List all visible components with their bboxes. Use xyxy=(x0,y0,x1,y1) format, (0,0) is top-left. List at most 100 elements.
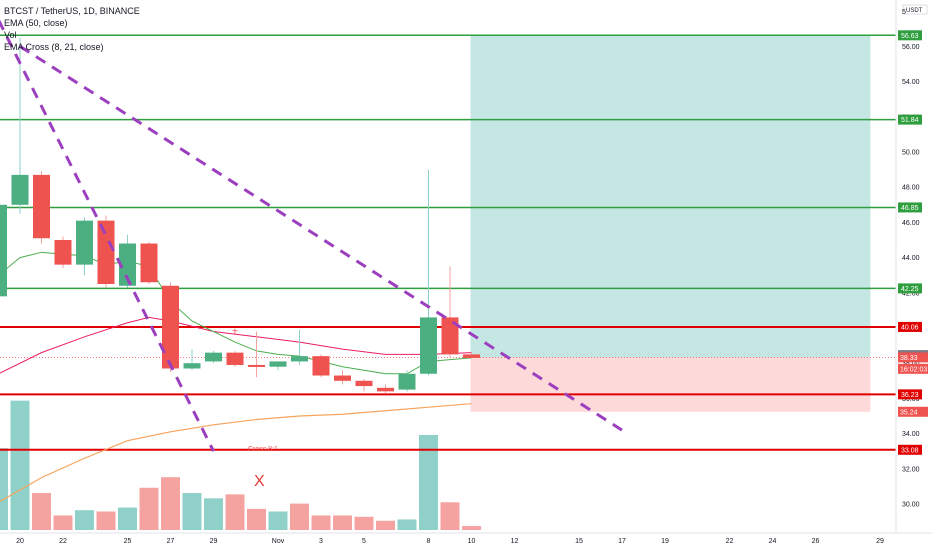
price-tick-label: 54.00 xyxy=(902,79,920,86)
level-price-tag xyxy=(898,114,922,125)
time-tick-label: 15 xyxy=(575,538,583,545)
price-axis[interactable]: USDT 5 xyxy=(895,0,928,533)
volume-bar xyxy=(462,526,481,530)
volume-bar xyxy=(376,520,395,530)
volume-bar xyxy=(75,510,94,530)
volume-bar xyxy=(118,507,137,530)
grid: 30.0032.0034.0036.0038.0040.0042.0044.00… xyxy=(902,44,920,509)
volume-bar xyxy=(182,493,202,530)
level-price-tag xyxy=(898,389,922,400)
volume-bar xyxy=(247,508,266,530)
target-zone[interactable] xyxy=(470,35,871,358)
level-price-tag xyxy=(898,202,922,213)
time-tick-label: 26 xyxy=(812,538,820,545)
ema-cross-label: Cross 8:1 xyxy=(248,446,278,453)
level-price-label: 36.23 xyxy=(901,392,919,399)
price-tag-label: 38.33 xyxy=(900,355,918,362)
candle-body xyxy=(33,174,50,239)
volume-bar xyxy=(397,519,417,530)
annotations: Cross 8:1 X + xyxy=(232,327,278,490)
volume-bar xyxy=(419,434,438,530)
price-tick-label: 36.00 xyxy=(902,396,920,403)
time-tick-label: 8 xyxy=(427,538,431,545)
candle-body xyxy=(355,380,373,387)
time-tick-label: 12 xyxy=(511,538,519,545)
trendline[interactable] xyxy=(0,19,215,452)
price-tick-label: 50.00 xyxy=(902,150,920,157)
level-price-label: 42.25 xyxy=(901,286,919,293)
candle-body xyxy=(119,243,136,286)
volume-bar xyxy=(204,498,223,530)
price-tag-label: 16:02:03 xyxy=(900,366,927,373)
time-tick-label: 20 xyxy=(16,538,24,545)
time-tick-label: 22 xyxy=(726,538,734,545)
candle-body xyxy=(248,364,265,367)
ema-cross-legend[interactable]: EMA Cross (8, 21, close) xyxy=(4,42,104,52)
trendline[interactable] xyxy=(19,45,623,432)
candle-body xyxy=(183,363,201,369)
level-price-label: 46.85 xyxy=(901,205,919,212)
trendlines[interactable] xyxy=(0,19,623,452)
time-axis[interactable]: 20 22 25 27 29 Nov 3 5 8 10 12 15 17 19 22 24 26 29 xyxy=(0,532,932,545)
volume-bar xyxy=(311,515,331,530)
time-tick-label: 17 xyxy=(618,538,626,545)
volume-bar xyxy=(53,515,73,530)
price-tag xyxy=(898,363,928,374)
price-tick-label: 44.00 xyxy=(902,255,920,262)
price-tags: 56.6351.8446.8542.2540.0636.2333.0838.46… xyxy=(898,30,928,455)
candle-body xyxy=(76,220,93,265)
currency-label: USDT xyxy=(906,8,923,14)
volume-bar xyxy=(10,400,30,530)
price-tick-label: 32.00 xyxy=(902,466,920,473)
ema50-line xyxy=(0,403,472,503)
level-price-tag xyxy=(898,283,922,294)
candle-body xyxy=(0,204,7,297)
time-tick-label: 27 xyxy=(167,538,175,545)
time-tick-label: 19 xyxy=(661,538,669,545)
price-tag xyxy=(898,406,928,417)
top-tick-label: 5 xyxy=(902,9,906,16)
candle-body xyxy=(97,220,115,284)
volume-bars xyxy=(0,400,481,530)
volume-bar xyxy=(290,503,309,530)
time-tick-label: 22 xyxy=(59,538,67,545)
volume-bar xyxy=(32,493,51,530)
candle-body xyxy=(162,285,179,369)
candle-body xyxy=(334,375,351,381)
time-tick-label: 29 xyxy=(876,538,884,545)
horizontal-levels[interactable] xyxy=(0,34,896,451)
candle-body xyxy=(312,356,330,376)
level-price-label: 51.84 xyxy=(901,117,919,124)
volume-bar xyxy=(161,477,180,530)
volume-bar xyxy=(225,494,245,530)
price-tick-label: 48.00 xyxy=(902,185,920,192)
price-tick-label: 56.00 xyxy=(902,44,920,51)
volume-bar xyxy=(354,516,374,530)
time-tick-label: 24 xyxy=(769,538,777,545)
candlesticks xyxy=(0,37,480,394)
ema-legend[interactable]: EMA (50, close) xyxy=(4,18,68,28)
time-tick-label: Nov xyxy=(272,538,285,545)
candle-body xyxy=(463,354,480,358)
time-tick-label: 29 xyxy=(210,538,218,545)
volume-bar xyxy=(268,511,288,530)
candle-body xyxy=(205,352,222,362)
cross-marker: + xyxy=(232,327,238,338)
position-zones xyxy=(470,35,871,412)
candle-body xyxy=(377,387,394,392)
level-price-tag xyxy=(898,444,922,455)
currency-badge[interactable] xyxy=(902,4,928,15)
candle-body xyxy=(54,240,72,265)
candle-body xyxy=(441,317,459,355)
level-price-label: 40.06 xyxy=(901,324,919,331)
volume-bar xyxy=(139,487,159,530)
symbol-title[interactable]: BTCST / TetherUS, 1D, BINANCE xyxy=(4,6,140,16)
candle-body xyxy=(140,243,158,283)
level-price-tag xyxy=(898,321,922,332)
volume-legend[interactable]: Vol xyxy=(4,30,17,40)
x-mark: X xyxy=(254,473,265,490)
stop-zone[interactable] xyxy=(470,357,871,412)
level-price-label: 56.63 xyxy=(901,33,919,40)
price-tick-label: 46.00 xyxy=(902,220,920,227)
